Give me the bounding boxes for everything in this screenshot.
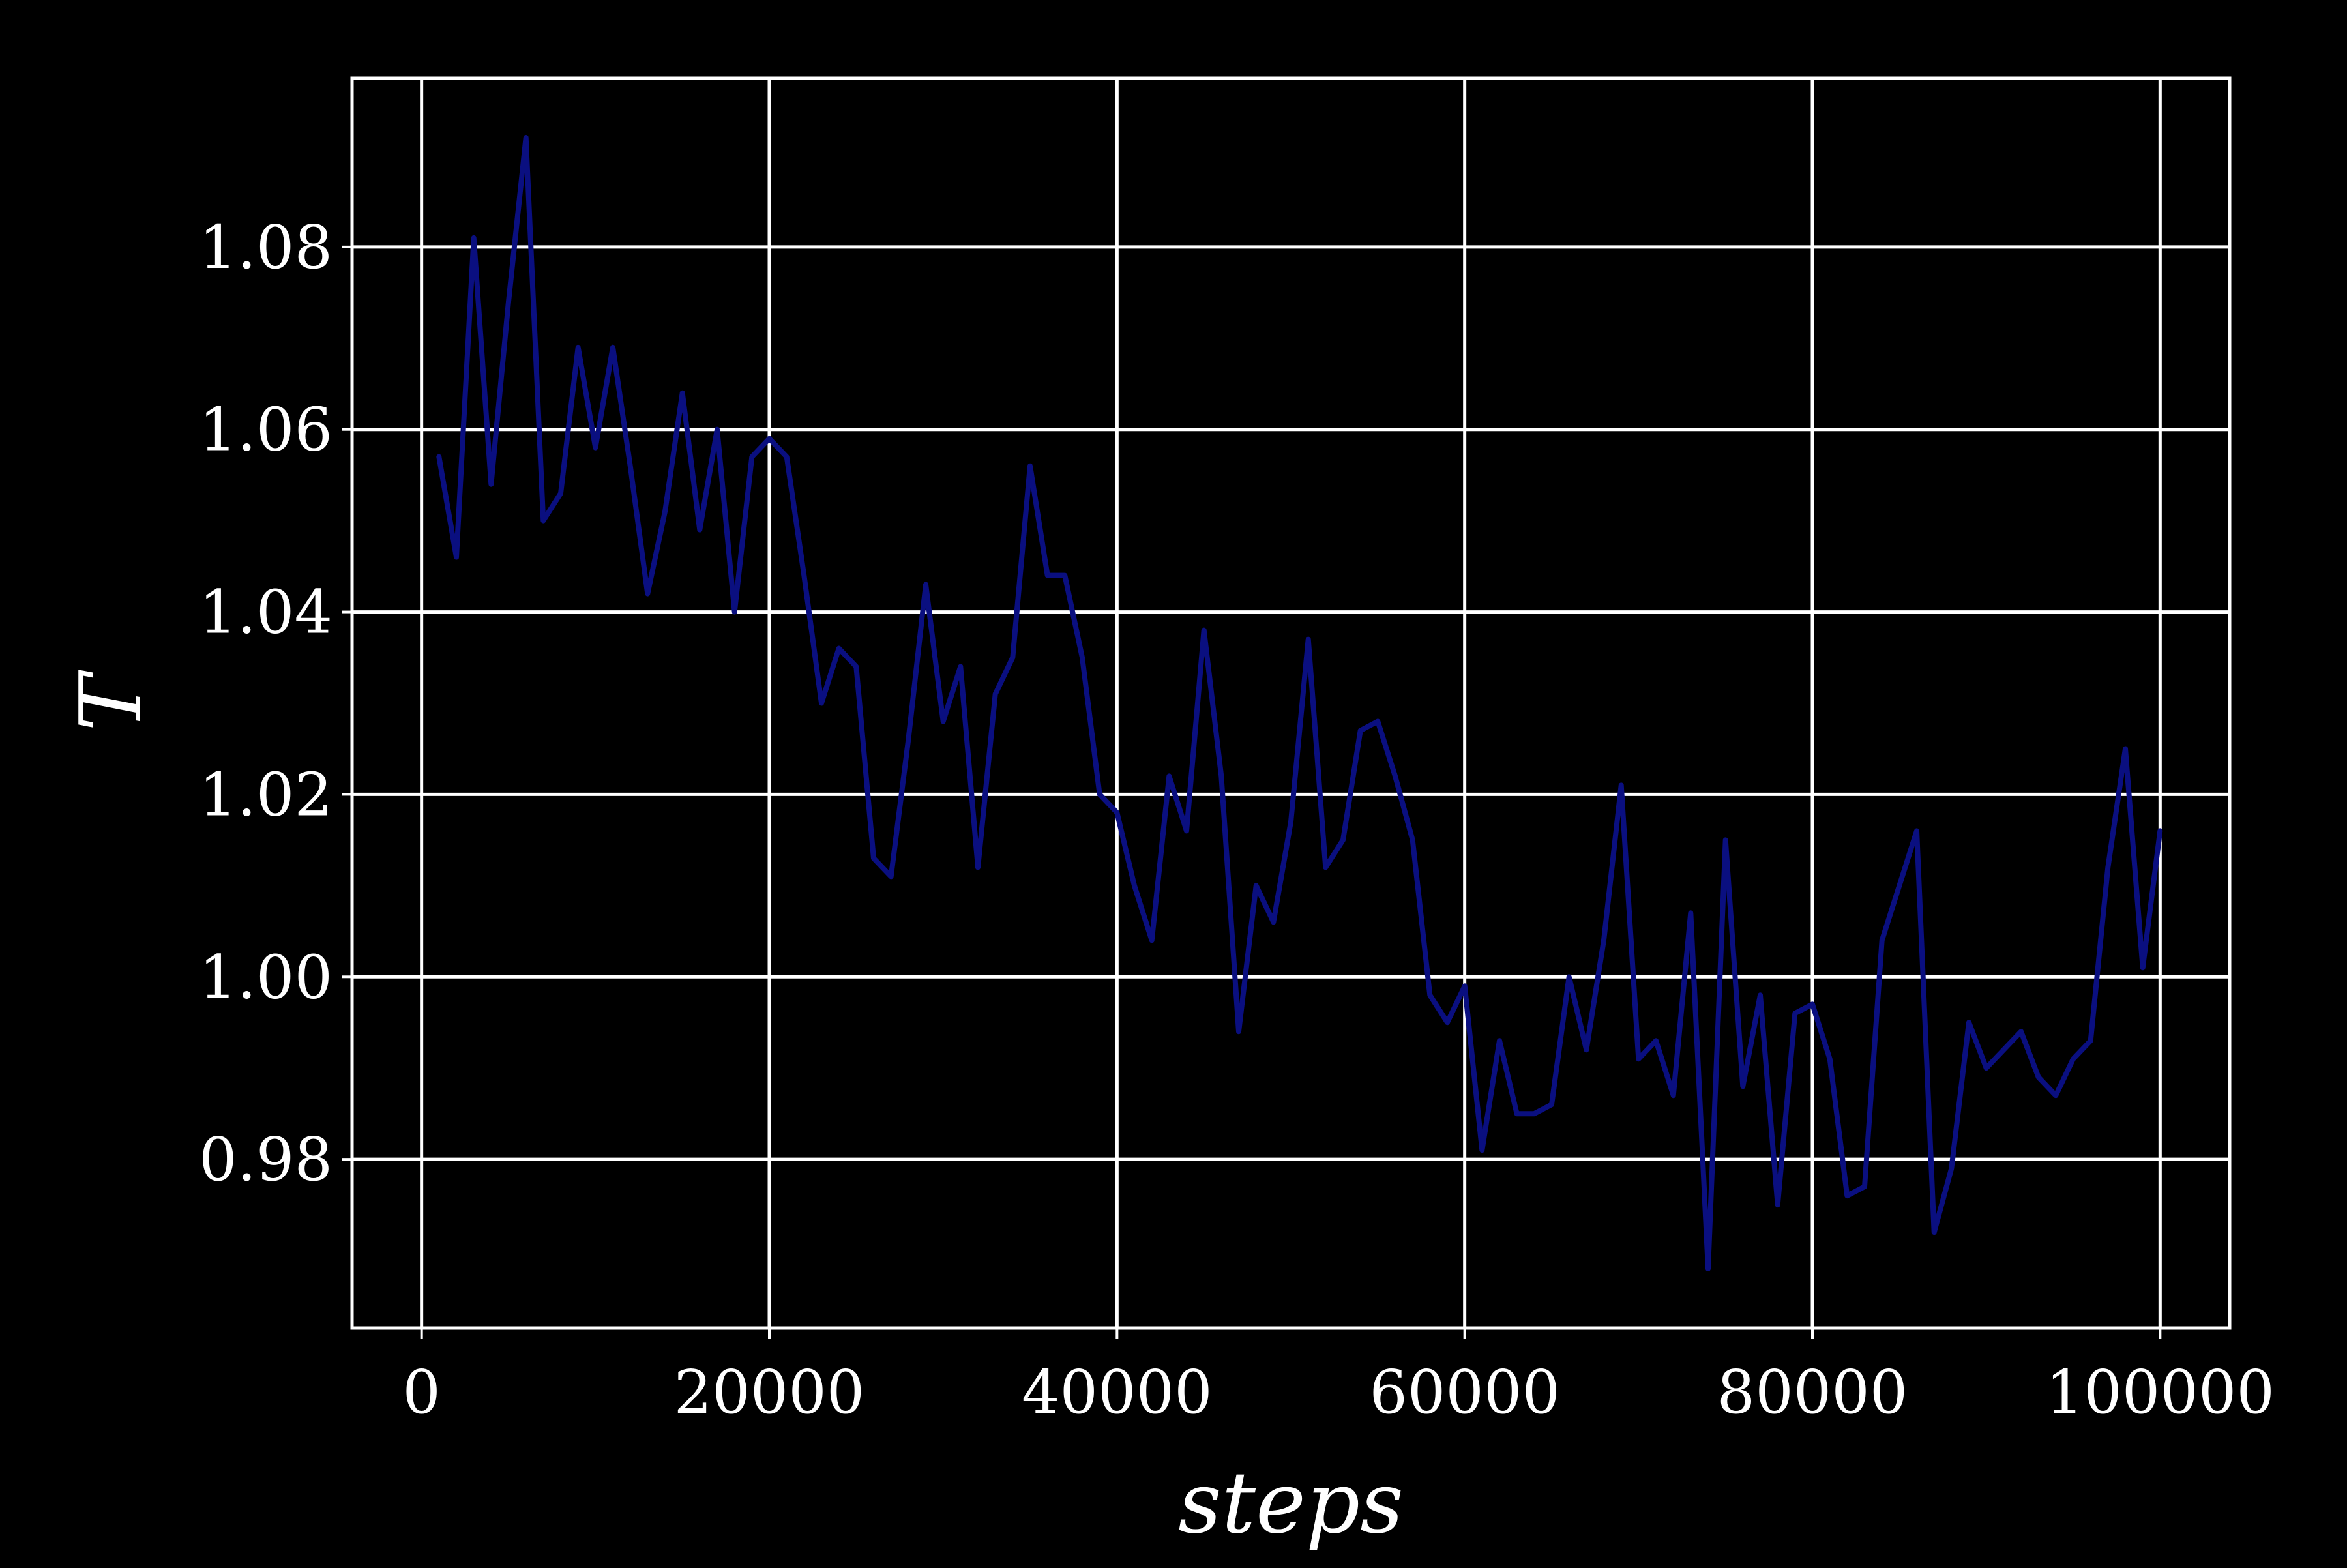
y-tick-label: 0.98 — [199, 1125, 332, 1194]
y-tick-label: 1.08 — [199, 213, 332, 282]
y-tick-label: 1.02 — [199, 760, 332, 829]
x-tick-labels: 0 20000 40000 60000 80000 100000 — [402, 1357, 2275, 1427]
y-tick-label: 1.00 — [199, 942, 332, 1012]
y-tick-labels: 0.98 1.00 1.02 1.04 1.06 1.08 — [199, 213, 332, 1194]
grid — [342, 78, 2230, 1339]
y-tick-label: 1.06 — [199, 395, 332, 465]
y-axis-title: T — [61, 670, 160, 732]
x-axis-title: steps — [1178, 1453, 1404, 1552]
x-tick-label: 60000 — [1369, 1357, 1560, 1427]
x-tick-label: 100000 — [2046, 1357, 2275, 1427]
series-line — [436, 135, 2163, 1271]
x-tick-label: 80000 — [1717, 1357, 1908, 1427]
x-tick-label: 40000 — [1022, 1357, 1213, 1427]
x-tick-label: 20000 — [674, 1357, 865, 1427]
plot-frame — [350, 76, 2232, 1330]
y-tick-label: 1.04 — [199, 578, 332, 647]
series-layer — [436, 135, 2163, 1271]
x-tick-label: 0 — [402, 1357, 441, 1427]
